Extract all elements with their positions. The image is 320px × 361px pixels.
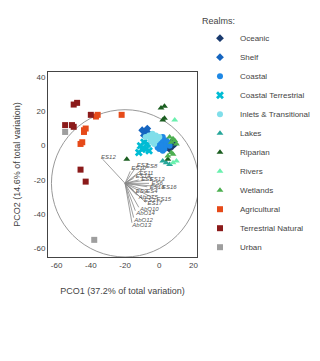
svg-text:ES6: ES6 [152,180,164,186]
svg-text:Shelf: Shelf [240,53,259,62]
svg-text:ES15: ES15 [156,196,171,202]
svg-text:PCO2 (14.6% of total variation: PCO2 (14.6% of total variation) [12,102,22,227]
svg-text:ES5: ES5 [141,176,153,182]
svg-text:ES13: ES13 [150,176,165,182]
svg-text:Riparian: Riparian [240,148,270,157]
svg-text:ES17: ES17 [148,200,163,206]
svg-text:-20: -20 [34,176,46,185]
svg-text:PCO1 (37.2% of total variation: PCO1 (37.2% of total variation) [60,286,185,296]
svg-text:20: 20 [36,107,45,116]
svg-text:-20: -20 [119,261,131,270]
svg-text:ES9: ES9 [136,188,148,194]
svg-text:ES7: ES7 [137,162,149,168]
svg-text:Rivers: Rivers [240,167,263,176]
svg-text:ES12: ES12 [101,154,116,160]
svg-text:0: 0 [41,141,46,150]
svg-text:Inlets & Transitional: Inlets & Transitional [240,110,310,119]
svg-text:Oceanic: Oceanic [240,34,269,43]
svg-text:20: 20 [189,261,198,270]
svg-text:AbO14: AbO14 [135,210,155,216]
svg-text:Lakes: Lakes [240,129,261,138]
svg-text:Coastal Terrestrial: Coastal Terrestrial [240,91,305,100]
svg-text:-40: -40 [34,210,46,219]
svg-text:Realms:: Realms: [202,16,235,26]
svg-text:Wetlands: Wetlands [240,186,273,195]
svg-text:ES16: ES16 [162,184,177,190]
svg-text:0: 0 [157,261,162,270]
svg-text:ES14: ES14 [136,173,151,179]
svg-text:AbO12: AbO12 [133,217,153,223]
svg-text:-60: -60 [34,244,46,253]
svg-text:AbOT5: AbOT5 [138,194,159,200]
svg-text:AbO13: AbO13 [131,222,151,228]
svg-text:ES3: ES3 [144,197,156,203]
svg-text:AbO10: AbO10 [139,206,159,212]
svg-text:40: 40 [36,73,45,82]
svg-text:ES10: ES10 [131,165,146,171]
svg-text:-60: -60 [51,261,63,270]
svg-text:ES4: ES4 [146,188,158,194]
svg-text:ES11: ES11 [139,170,153,176]
svg-text:Urban: Urban [240,243,262,252]
svg-text:Coastal: Coastal [240,72,267,81]
svg-text:ES8: ES8 [146,163,158,169]
svg-text:Terrestrial Natural: Terrestrial Natural [240,224,303,233]
svg-text:-40: -40 [85,261,97,270]
svg-text:Agricultural: Agricultural [240,205,280,214]
svg-text:ES18: ES18 [150,184,165,190]
